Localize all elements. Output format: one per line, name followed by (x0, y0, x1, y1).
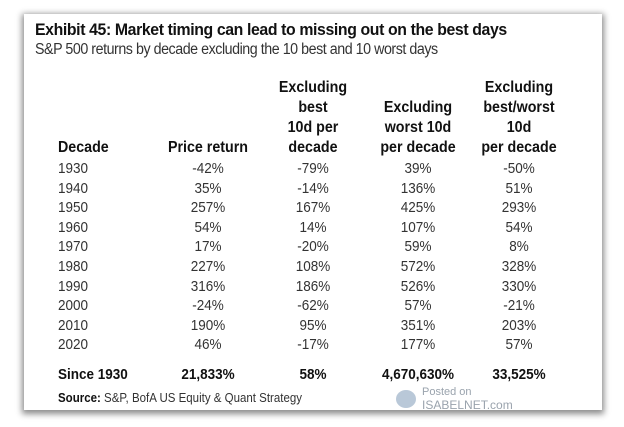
table-cell: -21% (503, 297, 535, 315)
column-header: Decade (58, 138, 109, 158)
table-row: 1950 257% 167% 425% 293% (24, 199, 602, 219)
table-cell: 351% (400, 316, 436, 334)
row-label: 1960 (58, 218, 89, 236)
table-row: 1990 316% 186% 526% 330% (24, 278, 602, 298)
column-header: Excluding best 10d per decade (267, 78, 359, 158)
table-cell: 167% (295, 199, 331, 217)
table-cell: 39% (404, 160, 432, 177)
table-cell: 190% (190, 316, 226, 334)
table-cell: -20% (297, 238, 329, 256)
row-label: 1940 (58, 179, 89, 197)
column-header-line: worst 10d (384, 119, 452, 136)
column-header-line: per decade (481, 139, 557, 156)
row-label: 2020 (58, 336, 89, 354)
table-row: 1940 35% -14% 136% 51% (24, 180, 602, 200)
table-row: 1960 54% 14% 107% 54% (24, 219, 602, 239)
table-row: 2020 46% -17% 177% 57% (24, 336, 602, 356)
isabelnet-logo-icon (396, 390, 416, 408)
row-label: 1980 (58, 258, 89, 275)
column-header-line: Excluding (383, 99, 453, 116)
table-row: 1930 -42% -79% 39% -50% (24, 160, 602, 180)
table-cell: -62% (297, 297, 329, 315)
table-cell: 257% (190, 199, 226, 217)
column-header-line: best/worst (483, 99, 555, 116)
table-cell: -42% (192, 160, 224, 177)
exhibit-title: Exhibit 45: Market timing can lead to mi… (35, 20, 507, 39)
table-cell: 186% (295, 277, 331, 295)
column-header-line: Price return (167, 139, 249, 156)
table-cell: 54% (505, 218, 533, 236)
table-cell: -14% (297, 179, 329, 197)
table-row: 2000 -24% -62% 57% -21% (24, 297, 602, 317)
table-cell: 177% (400, 336, 436, 354)
source-note: Source: S&P, BofA US Equity & Quant Stra… (58, 391, 302, 405)
table-cell: 526% (400, 277, 436, 295)
column-header-line: Excluding (278, 79, 348, 96)
table-cell: 33,525% (492, 366, 546, 383)
table-cell: -24% (192, 297, 224, 315)
table-cell: 14% (299, 218, 327, 236)
row-label: 1950 (58, 199, 89, 217)
watermark-line1: Posted on (422, 386, 472, 398)
table-row: 1980 227% 108% 572% 328% (24, 258, 602, 278)
table-cell: -50% (503, 160, 535, 177)
table-cell: 54% (194, 218, 222, 236)
table-cell: 59% (404, 238, 432, 256)
column-header-line: per decade (380, 139, 456, 156)
column-header-line: best (298, 99, 328, 116)
table-cell: 136% (400, 179, 436, 197)
table-cell: 46% (194, 336, 222, 354)
column-header: Excluding best/worst 10d per decade (473, 78, 565, 158)
table-cell: 107% (400, 218, 436, 236)
table-cell: 572% (400, 258, 436, 275)
table-cell: -17% (297, 336, 329, 354)
row-label: Since 1930 (58, 366, 128, 383)
table-cell: 17% (194, 238, 222, 256)
watermark-line2: ISABELNET.com (422, 398, 513, 412)
table-cell: 328% (501, 258, 537, 275)
table-cell: 425% (400, 199, 436, 217)
table-cell: 57% (404, 297, 432, 315)
table-cell: 35% (194, 179, 222, 197)
table-cell: 330% (501, 277, 537, 295)
exhibit-card: Exhibit 45: Market timing can lead to mi… (24, 14, 602, 412)
source-label: Source: (58, 391, 101, 405)
row-label: 2000 (58, 297, 89, 315)
table-cell: 51% (505, 179, 533, 197)
row-label: 1930 (58, 160, 89, 177)
table-cell: 227% (190, 258, 226, 275)
source-text: S&P, BofA US Equity & Quant Strategy (104, 391, 302, 405)
column-header-line: 10d (506, 119, 532, 136)
row-label: 2010 (58, 316, 89, 334)
column-header-line: 10d per (287, 119, 339, 136)
row-label: 1970 (58, 238, 89, 256)
table-cell: 108% (295, 258, 331, 275)
table-cell: 21,833% (181, 366, 235, 383)
column-header-line: Decade (58, 139, 109, 156)
table-cell: -79% (297, 160, 329, 177)
total-row: Since 1930 21,833% 58% 4,670,630% 33,525% (24, 366, 602, 386)
table-cell: 293% (501, 199, 537, 217)
exhibit-subtitle: S&P 500 returns by decade excluding the … (35, 41, 438, 58)
watermark: Posted on ISABELNET.com (394, 386, 514, 418)
table-cell: 57% (505, 336, 533, 354)
table-row: 1970 17% -20% 59% 8% (24, 238, 602, 258)
column-header-line: Excluding (484, 79, 554, 96)
column-header: Excluding worst 10d per decade (372, 98, 464, 158)
table-cell: 316% (190, 277, 226, 295)
table-cell: 4,670,630% (381, 366, 455, 383)
table-row: 2010 190% 95% 351% 203% (24, 317, 602, 337)
table-cell: 95% (299, 316, 327, 334)
table-cell: 8% (509, 238, 529, 256)
column-header: Price return (162, 138, 254, 158)
table-cell: 203% (501, 316, 537, 334)
row-label: 1990 (58, 277, 89, 295)
column-header-line: decade (288, 139, 338, 156)
table-cell: 58% (299, 366, 327, 383)
